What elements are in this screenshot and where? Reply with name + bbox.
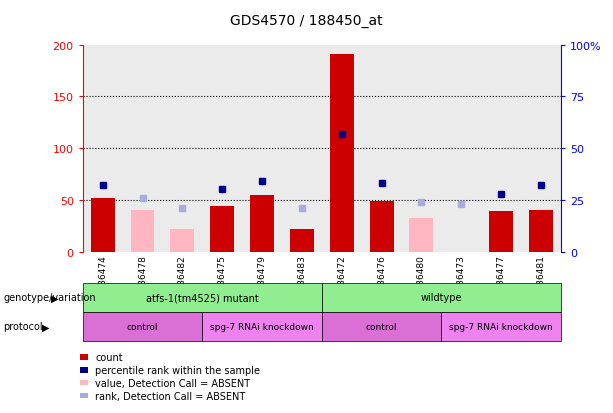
Text: count: count — [95, 352, 123, 362]
Text: control: control — [366, 322, 397, 331]
Bar — [290, 229, 314, 252]
Bar — [370, 201, 394, 252]
Text: ▶: ▶ — [51, 293, 58, 303]
Bar — [83, 45, 123, 252]
Text: rank, Detection Call = ABSENT: rank, Detection Call = ABSENT — [95, 391, 245, 401]
Text: value, Detection Call = ABSENT: value, Detection Call = ABSENT — [95, 378, 250, 388]
Bar — [402, 45, 441, 252]
Bar — [123, 45, 162, 252]
Bar — [409, 219, 433, 252]
Bar — [481, 45, 521, 252]
Bar — [131, 211, 154, 252]
Bar — [441, 45, 481, 252]
Bar — [170, 229, 194, 252]
Text: percentile rank within the sample: percentile rank within the sample — [95, 365, 260, 375]
Text: spg-7 RNAi knockdown: spg-7 RNAi knockdown — [449, 322, 553, 331]
Text: control: control — [127, 322, 158, 331]
Bar — [529, 211, 553, 252]
Bar — [489, 211, 513, 252]
Bar — [282, 45, 322, 252]
Text: genotype/variation: genotype/variation — [3, 293, 96, 303]
Bar — [242, 45, 282, 252]
Bar — [91, 198, 115, 252]
Text: GDS4570 / 188450_at: GDS4570 / 188450_at — [230, 14, 383, 28]
Bar — [202, 45, 242, 252]
Bar — [322, 45, 362, 252]
Text: wildtype: wildtype — [421, 293, 462, 303]
Bar — [362, 45, 402, 252]
Bar — [521, 45, 561, 252]
Bar — [210, 206, 234, 252]
Bar — [250, 195, 274, 252]
Bar — [330, 55, 354, 252]
Text: spg-7 RNAi knockdown: spg-7 RNAi knockdown — [210, 322, 314, 331]
Text: atfs-1(tm4525) mutant: atfs-1(tm4525) mutant — [146, 293, 259, 303]
Text: protocol: protocol — [3, 322, 43, 332]
Bar — [162, 45, 202, 252]
Text: ▶: ▶ — [42, 322, 49, 332]
